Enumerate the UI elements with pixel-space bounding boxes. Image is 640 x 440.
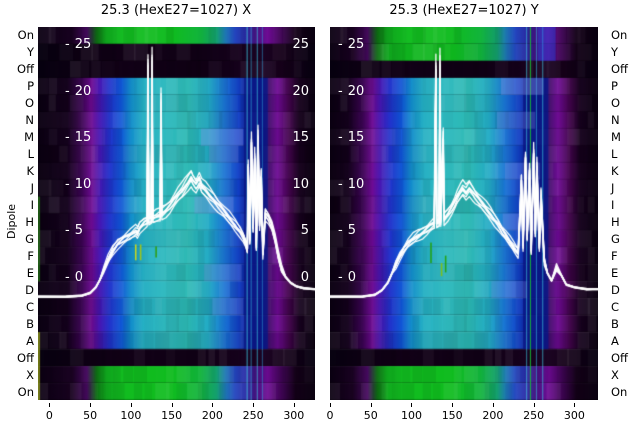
x-tick-mark-100-panel0 xyxy=(130,403,132,407)
row-label-left-j-9: J xyxy=(30,181,34,196)
row-label-right-off-19: Off xyxy=(611,350,628,365)
panel-x-title: 25.3 (HexE27=1027) X xyxy=(100,3,252,18)
x-tick-mark-200-panel1 xyxy=(492,403,494,407)
row-label-left-m-6: M xyxy=(24,130,34,145)
overlay-tick-5-panel0-left: -5 xyxy=(65,223,83,239)
row-label-right-i-10: I xyxy=(611,198,615,213)
x-tick-label-0-panel1: 0 xyxy=(326,409,334,422)
overlay-tick-20-panel0-right: 20 xyxy=(292,83,309,99)
x-tick-mark-200-panel0 xyxy=(212,403,214,407)
x-tick-mark-0-panel1 xyxy=(330,403,331,407)
overlay-tick-25-panel0-right: 25 xyxy=(292,37,309,53)
overlay-tick-15-panel0-right: 15 xyxy=(292,130,309,146)
x-tick-mark-50-panel0 xyxy=(90,403,92,407)
row-label-right-o-4: O xyxy=(611,96,621,111)
x-tick-label-200-panel0: 200 xyxy=(201,409,223,422)
x-tick-mark-150-panel0 xyxy=(171,403,173,407)
x-tick-label-300-panel0: 300 xyxy=(283,409,305,422)
x-tick-mark-0-panel0 xyxy=(49,403,51,407)
row-label-right-b-17: B xyxy=(611,316,619,331)
x-tick-label-250-panel1: 250 xyxy=(523,409,545,422)
row-label-right-y-1: Y xyxy=(611,45,619,60)
overlay-tick-20-panel0-left: -20 xyxy=(65,83,92,99)
row-label-left-on-21: On xyxy=(17,384,34,399)
row-label-left-a-18: A xyxy=(26,333,34,348)
overlay-tick-0-panel0-right: 0 xyxy=(300,270,309,286)
overlay-tick-5-panel0-right: 5 xyxy=(300,223,309,239)
heatmap-panel-y xyxy=(330,27,598,400)
overlay-tick-15-panel0-left: -15 xyxy=(65,130,92,146)
row-label-left-f-13: F xyxy=(27,248,34,263)
x-tick-label-50-panel0: 50 xyxy=(83,409,98,422)
row-label-left-b-17: B xyxy=(26,316,34,331)
x-tick-label-300-panel1: 300 xyxy=(563,409,585,422)
row-label-left-off-2: Off xyxy=(17,62,34,77)
row-label-right-on-0: On xyxy=(611,28,628,43)
x-tick-label-150-panel1: 150 xyxy=(441,409,463,422)
overlay-tick-20-panel1-left: -20 xyxy=(338,83,365,99)
x-tick-label-100-panel1: 100 xyxy=(400,409,422,422)
x-tick-label-50-panel1: 50 xyxy=(363,409,378,422)
x-tick-mark-300-panel0 xyxy=(293,403,295,407)
x-tick-mark-100-panel1 xyxy=(411,403,413,407)
overlay-tick-10-panel1-left: -10 xyxy=(338,176,365,192)
row-label-right-n-5: N xyxy=(611,113,620,128)
row-label-left-d-15: D xyxy=(25,282,34,297)
x-tick-label-0-panel0: 0 xyxy=(45,409,53,422)
row-label-left-h-11: H xyxy=(25,214,34,229)
row-label-right-d-15: D xyxy=(611,282,620,297)
row-label-right-x-20: X xyxy=(611,367,619,382)
row-label-left-k-8: K xyxy=(26,164,34,179)
overlay-tick-5-panel1-left: -5 xyxy=(338,223,356,239)
row-label-right-a-18: A xyxy=(611,333,619,348)
x-tick-label-100-panel0: 100 xyxy=(120,409,142,422)
x-tick-mark-50-panel1 xyxy=(370,403,372,407)
row-label-left-o-4: O xyxy=(24,96,34,111)
row-label-left-p-3: P xyxy=(27,79,34,94)
panel-y-title: 25.3 (HexE27=1027) Y xyxy=(389,3,539,18)
heatmap-panel-x xyxy=(38,27,315,400)
row-label-right-j-9: J xyxy=(611,181,615,196)
row-label-left-x-20: X xyxy=(26,367,34,382)
row-label-left-g-12: G xyxy=(25,231,34,246)
row-label-right-p-3: P xyxy=(611,79,618,94)
row-label-left-on-0: On xyxy=(17,28,34,43)
row-label-right-on-21: On xyxy=(611,384,628,399)
x-tick-label-250-panel0: 250 xyxy=(242,409,264,422)
overlay-tick-10-panel0-right: 10 xyxy=(292,176,309,192)
row-label-left-n-5: N xyxy=(25,113,34,128)
row-label-left-y-1: Y xyxy=(26,45,34,60)
x-tick-label-200-panel1: 200 xyxy=(482,409,504,422)
row-label-left-e-14: E xyxy=(26,265,34,280)
row-label-right-e-14: E xyxy=(611,265,619,280)
overlay-tick-10-panel0-left: -10 xyxy=(65,176,92,192)
overlay-tick-0-panel1-left: -0 xyxy=(338,270,356,286)
row-label-left-l-7: L xyxy=(27,147,34,162)
row-label-left-i-10: I xyxy=(30,198,34,213)
overlay-tick-15-panel1-left: -15 xyxy=(338,130,365,146)
x-tick-mark-150-panel1 xyxy=(452,403,454,407)
row-label-right-h-11: H xyxy=(611,214,620,229)
overlay-tick-0-panel0-left: -0 xyxy=(65,270,83,286)
row-label-right-l-7: L xyxy=(611,147,618,162)
row-label-right-m-6: M xyxy=(611,130,621,145)
row-label-right-g-12: G xyxy=(611,231,620,246)
overlay-tick-25-panel0-left: -25 xyxy=(65,37,92,53)
row-label-left-off-19: Off xyxy=(17,350,34,365)
overlay-tick-25-panel1-left: -25 xyxy=(338,37,365,53)
row-label-right-c-16: C xyxy=(611,299,620,314)
row-label-right-k-8: K xyxy=(611,164,619,179)
row-label-right-f-13: F xyxy=(611,248,618,263)
x-tick-mark-300-panel1 xyxy=(574,403,576,407)
x-tick-mark-250-panel1 xyxy=(533,403,535,407)
x-tick-label-150-panel0: 150 xyxy=(161,409,183,422)
row-label-right-off-2: Off xyxy=(611,62,628,77)
x-tick-mark-250-panel0 xyxy=(253,403,255,407)
row-label-left-c-16: C xyxy=(25,299,34,314)
